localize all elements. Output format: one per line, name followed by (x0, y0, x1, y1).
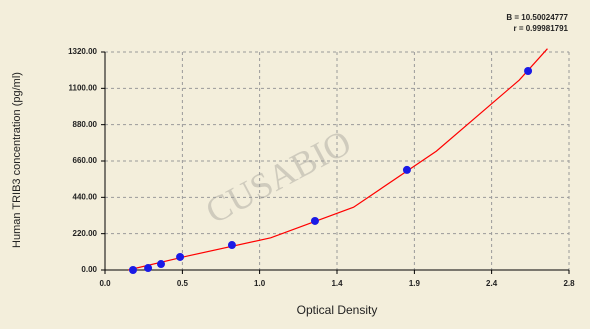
x-axis-label: Optical Density (297, 303, 378, 317)
data-point (144, 264, 153, 273)
x-tick-label: 1.4 (331, 279, 343, 288)
y-tick-label: 220.00 (73, 229, 98, 238)
x-tick-label: 2.8 (563, 279, 575, 288)
data-point (176, 252, 185, 261)
data-point (157, 260, 166, 269)
y-tick-label: 1320.00 (68, 47, 97, 56)
data-point (129, 266, 138, 274)
y-tick-label: 660.00 (73, 156, 98, 165)
data-point (310, 216, 319, 225)
data-point (402, 165, 411, 174)
fit-curve (128, 48, 548, 271)
data-point (227, 241, 236, 250)
y-tick-label: 440.00 (73, 192, 98, 201)
y-tick-label: 880.00 (73, 120, 98, 129)
y-tick-label: 0.00 (81, 265, 97, 274)
y-axis-label: Human TRIB3 concentration (pg/ml) (11, 72, 23, 248)
x-tick-label: 0.0 (99, 279, 111, 288)
x-tick-label: 2.4 (486, 279, 498, 288)
annotation: B = 10.50024777 (506, 13, 568, 22)
x-tick-label: 0.5 (177, 279, 189, 288)
x-tick-label: 1.0 (254, 279, 266, 288)
x-tick-label: 1.9 (409, 279, 421, 288)
data-point (524, 66, 533, 75)
y-tick-label: 1100.00 (69, 83, 98, 92)
annotation: r = 0.99981791 (514, 24, 569, 33)
